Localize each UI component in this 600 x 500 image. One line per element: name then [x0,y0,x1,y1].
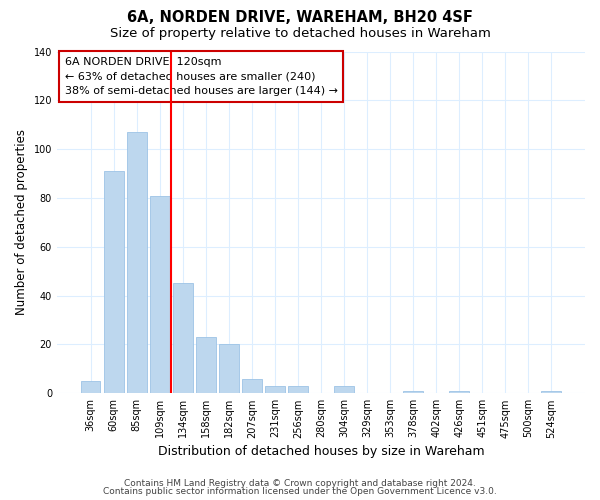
Text: 6A, NORDEN DRIVE, WAREHAM, BH20 4SF: 6A, NORDEN DRIVE, WAREHAM, BH20 4SF [127,10,473,25]
Bar [104,171,124,394]
Bar [403,391,423,394]
Bar [334,386,354,394]
Text: Contains HM Land Registry data © Crown copyright and database right 2024.: Contains HM Land Registry data © Crown c… [124,478,476,488]
Bar [150,196,170,394]
Bar [288,386,308,394]
Bar [541,391,561,394]
Bar [265,386,284,394]
Bar [173,284,193,394]
Y-axis label: Number of detached properties: Number of detached properties [15,130,28,316]
Bar [449,391,469,394]
Text: Contains public sector information licensed under the Open Government Licence v3: Contains public sector information licen… [103,487,497,496]
Text: 6A NORDEN DRIVE: 120sqm
← 63% of detached houses are smaller (240)
38% of semi-d: 6A NORDEN DRIVE: 120sqm ← 63% of detache… [65,56,338,96]
Bar [242,378,262,394]
Bar [81,381,100,394]
Bar [127,132,146,394]
Bar [219,344,239,394]
X-axis label: Distribution of detached houses by size in Wareham: Distribution of detached houses by size … [158,444,484,458]
Text: Size of property relative to detached houses in Wareham: Size of property relative to detached ho… [110,28,490,40]
Bar [196,337,215,394]
